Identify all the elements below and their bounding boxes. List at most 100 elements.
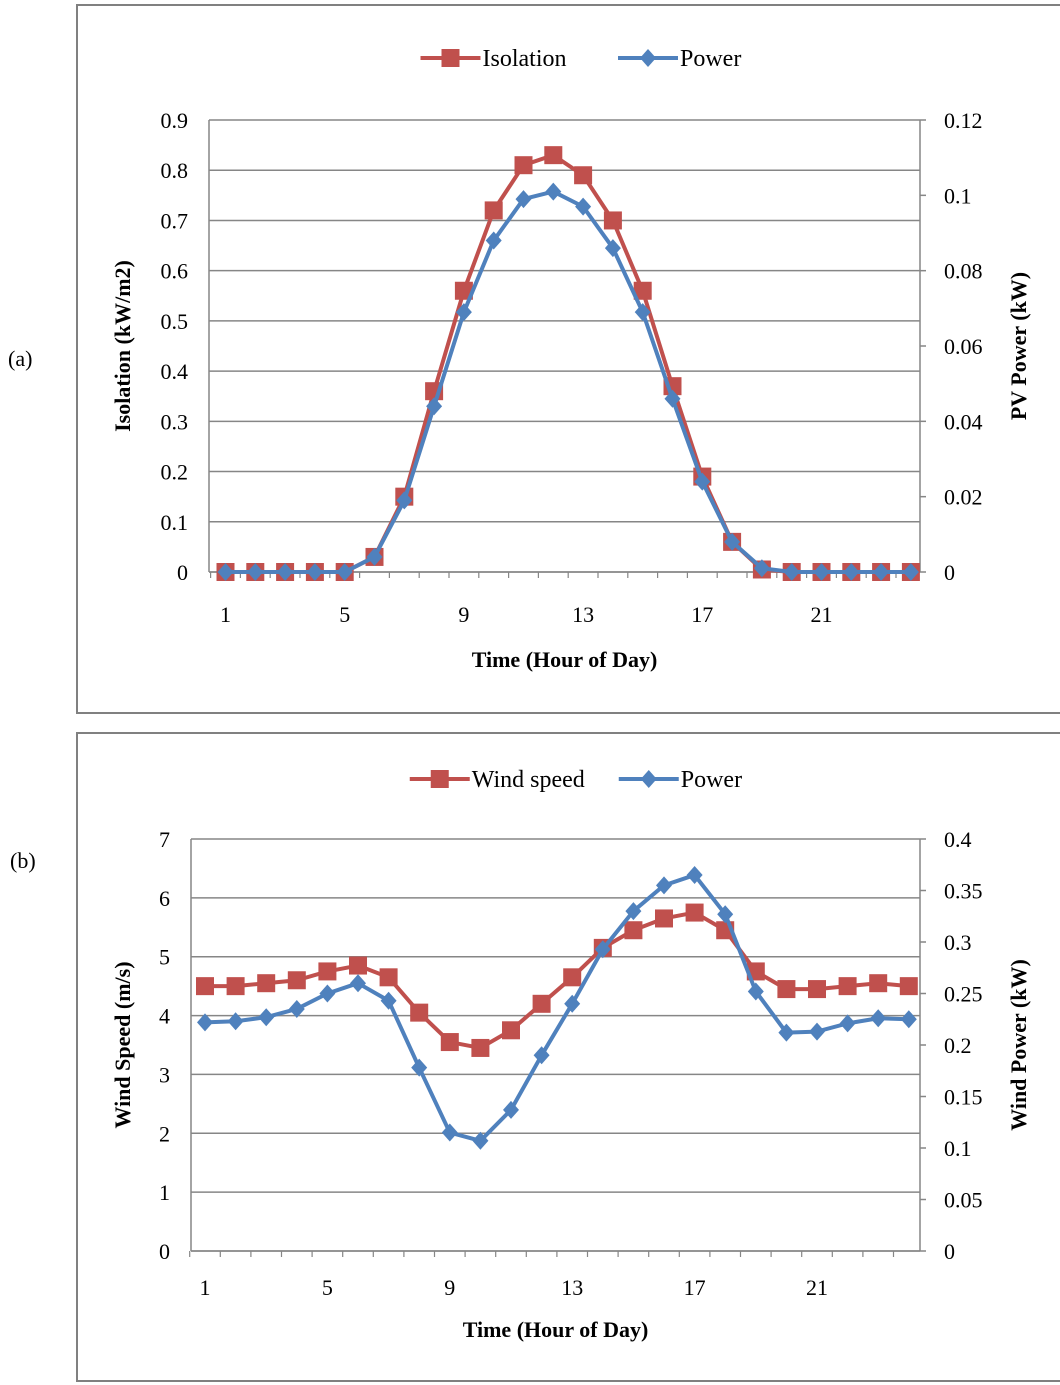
- chart-a-series-power-point: [455, 303, 472, 322]
- chart-b-series-wind-speed-point: [869, 974, 888, 993]
- chart-a-y-title-right: PV Power (kW): [1006, 272, 1031, 420]
- chart-b-series-power-point: [227, 1012, 244, 1031]
- chart-b-series-wind-speed-point: [532, 994, 551, 1013]
- chart-b-series-power-point: [900, 1010, 917, 1029]
- chart-b-series-wind-speed-point: [838, 977, 857, 996]
- chart-b-series-power-point: [411, 1058, 428, 1077]
- chart-a-series-isolation-point: [484, 201, 503, 220]
- chart-b-x-title: Time (Hour of Day): [463, 1317, 649, 1342]
- chart-b-series-wind-speed-point: [318, 962, 337, 981]
- chart-a-series-power-point: [634, 303, 651, 322]
- chart-a-series-power-point: [396, 491, 413, 510]
- chart-b-series-wind-speed-point: [410, 1003, 429, 1022]
- chart-b-series-power-point: [778, 1023, 795, 1042]
- chart-b-series-power-point: [747, 982, 764, 1001]
- chart-a-series-power-point: [336, 563, 353, 581]
- chart-a-series-power-point: [426, 397, 443, 416]
- chart-b-series-wind-speed-point: [471, 1038, 490, 1057]
- chart-a-series-power-point: [515, 190, 532, 209]
- chart-a-series-power-point: [277, 563, 294, 581]
- chart-b-series-wind-speed-point: [563, 968, 582, 987]
- chart-b-series-power-point: [380, 991, 397, 1010]
- chart-a-series-isolation-point: [454, 281, 473, 300]
- chart-a-series-power-point: [485, 231, 502, 250]
- chart-b-ytick-right: 0.15: [944, 1085, 983, 1110]
- chart-b-legend-wind-speed-marker: [430, 770, 449, 788]
- chart-b-ytick-right: 0.1: [944, 1136, 972, 1161]
- chart-b-series-wind-speed-point: [502, 1021, 520, 1040]
- chart-b-xtick: 1: [200, 1275, 211, 1300]
- chart-a-series-power-point: [217, 563, 234, 581]
- chart-a-xtick: 17: [691, 602, 713, 627]
- chart-b-series-power-point: [288, 999, 305, 1018]
- chart-a-series-isolation-line: [225, 153, 911, 574]
- chart-b-series-wind-speed-point: [655, 909, 673, 928]
- chart-b-series-power-point: [870, 1009, 887, 1028]
- chart-b-series-power-point: [839, 1014, 856, 1033]
- chart-b-legend-power-marker: [640, 770, 657, 788]
- chart-a-series-power-point: [873, 563, 890, 581]
- chart-b-series-wind-speed-point: [440, 1033, 459, 1052]
- chart-a-series-isolation-point: [544, 146, 563, 165]
- chart-b-frame: 0 1 2 3 4 5 6 7 0 0.05 0.1 0.15 0.2 0.25 0.3 0.35 0.4 1 5 9…: [76, 732, 1060, 1382]
- chart-b-series-wind-speed-point: [287, 971, 306, 990]
- chart-b-legend-power-label: Power: [681, 767, 742, 793]
- chart-b-series-power-point: [686, 866, 703, 885]
- chart-a-series-power-point: [575, 197, 592, 216]
- chart-a-ytick-left: 0.3: [161, 409, 189, 434]
- chart-b: 0 1 2 3 4 5 6 7 0 0.05 0.1 0.15 0.2 0.25 0.3 0.35 0.4 1 5 9…: [110, 767, 1031, 1342]
- chart-a-ytick-left: 0.4: [161, 359, 189, 384]
- chart-a-series-power-point: [664, 389, 681, 408]
- chart-a-ytick-left: 0.9: [161, 108, 189, 133]
- chart-b-series-power-point: [258, 1008, 275, 1027]
- chart-a-series-power-point: [724, 532, 741, 551]
- chart-a-ytick-left: 0: [177, 560, 188, 585]
- chart-b-ytick-left: 5: [159, 945, 170, 970]
- chart-b-series-wind-speed-point: [257, 974, 276, 993]
- chart-a-series-power-point: [902, 563, 919, 581]
- chart-a-frame: 0 0.1 0.2 0.3 0.4 0.5 0.6 0.7 0.8 0.9 0 0.02 0.04 0.0…: [76, 4, 1060, 714]
- chart-a-series-power-point: [604, 239, 621, 258]
- chart-a-series-power-point: [366, 547, 383, 566]
- chart-a-xtick: 5: [339, 602, 350, 627]
- chart-b-xtick: 17: [684, 1275, 706, 1300]
- chart-a-ytick-right: 0.1: [944, 183, 972, 208]
- chart-a-ytick-left: 0.7: [161, 208, 189, 233]
- chart-b-legend: Wind speed Power: [409, 767, 742, 793]
- chart-b-xtick: 9: [444, 1275, 455, 1300]
- chart-b-series-power-point: [717, 905, 734, 924]
- chart-a-series-isolation-point: [603, 211, 622, 230]
- chart-a-series-power-point: [753, 559, 770, 578]
- chart-b-series-wind-speed-point: [808, 980, 826, 999]
- chart-a-xtick: 13: [572, 602, 594, 627]
- chart-a-ytick-right: 0.06: [944, 334, 983, 359]
- chart-b-ytick-left: 2: [159, 1121, 170, 1146]
- chart-b-ytick-left: 6: [159, 886, 170, 911]
- chart-b-legend-wind-speed-label: Wind speed: [472, 767, 585, 793]
- chart-b-ytick-right: 0.2: [944, 1033, 972, 1058]
- chart-a-x-title: Time (Hour of Day): [472, 647, 658, 672]
- chart-b-series-power-point: [594, 940, 611, 959]
- chart-a-series-isolation-point: [633, 281, 652, 300]
- chart-a-legend-power-label: Power: [680, 46, 741, 72]
- chart-b-ytick-left: 4: [159, 1004, 170, 1029]
- chart-b-series-wind-speed-point: [685, 903, 704, 922]
- chart-b-ytick-left: 0: [159, 1239, 170, 1264]
- chart-a-ytick-left: 0.2: [161, 460, 189, 485]
- chart-b-series-power-point: [656, 876, 672, 895]
- chart-b-series-wind-speed-point: [196, 977, 214, 996]
- chart-a-y-title-left: Isolation (kW/m2): [110, 260, 135, 432]
- chart-a-series-power-line: [225, 189, 911, 574]
- chart-b-ytick-left: 1: [159, 1180, 170, 1205]
- chart-a-series-power-point: [545, 182, 562, 201]
- chart-b-ytick-left: 7: [159, 827, 170, 852]
- chart-a-ytick-right: 0.12: [944, 108, 983, 133]
- chart-b-ytick-right: 0.05: [944, 1188, 983, 1213]
- chart-b-series-power-point: [441, 1123, 458, 1142]
- chart-b-series-power-point: [350, 974, 366, 993]
- chart-a-series-power-point: [694, 472, 711, 491]
- chart-a-ytick-left: 0.1: [161, 510, 189, 535]
- chart-b-series-wind-speed-point: [379, 968, 398, 987]
- panel-b-label: (b): [10, 848, 36, 873]
- chart-a-series-power-point: [247, 563, 264, 581]
